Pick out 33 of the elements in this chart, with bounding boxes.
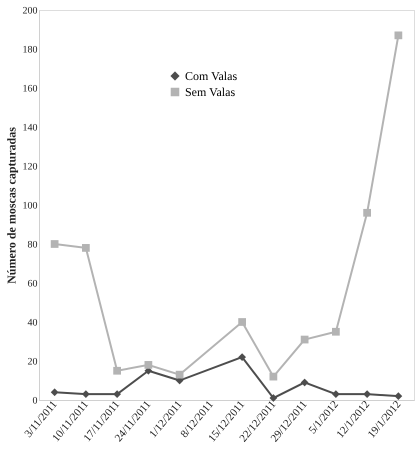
point	[332, 390, 340, 398]
point	[238, 353, 246, 361]
point	[363, 390, 371, 398]
point	[300, 378, 308, 386]
y-axis-title: Número de moscas capturadas	[4, 126, 18, 284]
point	[113, 390, 121, 398]
y-tick-label: 0	[32, 396, 38, 406]
point	[238, 318, 246, 326]
point	[50, 240, 58, 248]
y-tick-label: 180	[22, 44, 38, 56]
y-tick-label: 40	[28, 318, 38, 328]
point	[300, 336, 308, 344]
point	[270, 372, 278, 380]
point	[332, 328, 340, 336]
y-tick-label: 120	[22, 162, 38, 172]
y-tick-label: 140	[22, 122, 38, 134]
point	[113, 366, 121, 375]
point	[394, 31, 402, 40]
point	[363, 208, 371, 217]
point	[50, 388, 58, 396]
y-tick-label: 20	[28, 356, 38, 368]
point	[394, 392, 402, 400]
point	[82, 244, 90, 252]
point	[176, 370, 184, 379]
y-tick-label: 200	[22, 6, 38, 16]
point	[82, 390, 90, 398]
y-tick-label: 60	[28, 278, 38, 290]
y-tick-label: 100	[22, 200, 38, 212]
y-tick-label: 160	[22, 84, 38, 94]
point	[144, 361, 152, 369]
legend-label: Sem Valas	[185, 85, 236, 99]
legend-label: Com Valas	[185, 69, 238, 83]
y-tick-label: 80	[28, 240, 38, 250]
